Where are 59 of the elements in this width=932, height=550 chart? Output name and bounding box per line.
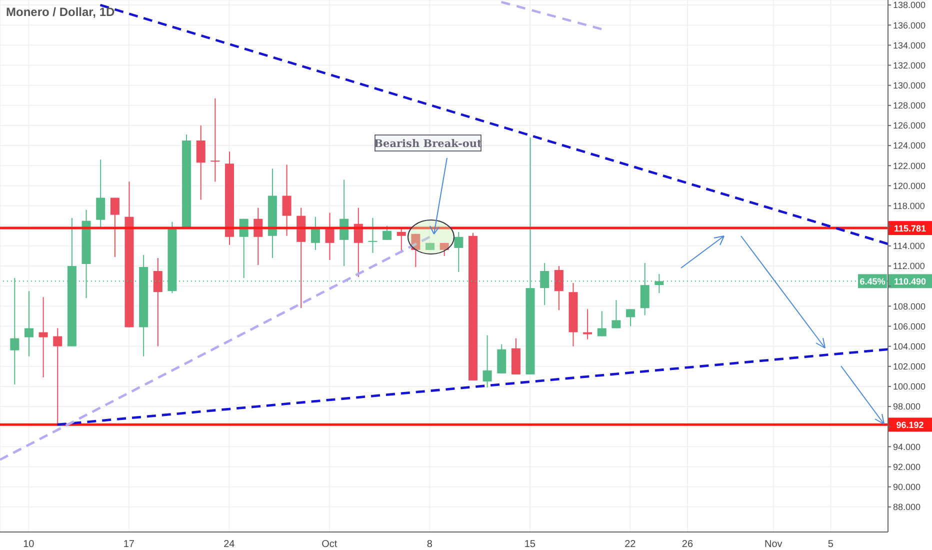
y-tick-label: 122.000 bbox=[893, 160, 926, 171]
candlestick bbox=[612, 300, 621, 329]
y-tick-label: 114.000 bbox=[893, 241, 925, 252]
y-tick-label: 112.000 bbox=[893, 261, 925, 272]
y-tick-label: 104.000 bbox=[893, 341, 926, 352]
y-tick-label: 92.000 bbox=[893, 462, 921, 472]
candlestick bbox=[310, 216, 320, 250]
y-tick-label: 94.000 bbox=[893, 442, 921, 452]
x-tick-label: 8 bbox=[426, 539, 433, 550]
candlestick bbox=[196, 124, 206, 200]
candlestick bbox=[368, 217, 378, 254]
y-tick-label: 124.000 bbox=[893, 140, 926, 151]
candlestick bbox=[96, 159, 106, 230]
x-tick-label: 22 bbox=[624, 539, 636, 550]
ref-line-label: 96.192 bbox=[896, 420, 924, 430]
x-tick-label: Oct bbox=[322, 539, 338, 550]
x-tick-label: 24 bbox=[224, 539, 236, 550]
y-tick-label: 132.000 bbox=[893, 60, 926, 70]
y-tick-label: 102.000 bbox=[893, 362, 926, 372]
candlestick bbox=[53, 328, 62, 426]
candlestick bbox=[440, 242, 449, 256]
candlestick bbox=[38, 296, 48, 378]
candlestick bbox=[554, 266, 564, 311]
ref-line-label: 115.781 bbox=[894, 224, 926, 234]
chart-title: Monero / Dollar, 1D bbox=[6, 5, 116, 19]
x-tick-label: 15 bbox=[524, 539, 536, 550]
x-tick-label: Nov bbox=[764, 539, 782, 550]
candlestick bbox=[482, 334, 492, 388]
y-tick-label: 108.000 bbox=[893, 301, 926, 312]
y-tick-label: 98.000 bbox=[893, 402, 921, 412]
candlestick bbox=[325, 212, 334, 260]
candlestick bbox=[110, 197, 120, 258]
y-tick-label: 136.000 bbox=[893, 20, 926, 30]
y-tick-label: 120.000 bbox=[893, 180, 926, 191]
y-tick-label: 130.000 bbox=[893, 80, 926, 91]
y-tick-label: 100.000 bbox=[893, 382, 926, 392]
y-tick-label: 90.000 bbox=[893, 482, 921, 492]
y-tick-label: 126.000 bbox=[893, 120, 926, 131]
y-tick-label: 138.000 bbox=[893, 0, 926, 10]
y-tick-label: 128.000 bbox=[893, 100, 926, 111]
x-tick-label: 10 bbox=[23, 539, 35, 550]
y-tick-label: 134.000 bbox=[893, 40, 926, 50]
candlestick bbox=[282, 164, 292, 236]
x-tick-label: 5 bbox=[828, 539, 834, 550]
candlestick bbox=[454, 231, 464, 273]
candlestick bbox=[597, 310, 606, 337]
candlestick bbox=[583, 308, 592, 340]
annotation: 6.45% bbox=[860, 276, 886, 287]
y-tick-label: 118.000 bbox=[893, 200, 925, 211]
x-tick-label: 26 bbox=[682, 539, 694, 550]
candlestick bbox=[382, 225, 392, 240]
candlestick bbox=[210, 98, 220, 182]
x-tick-label: 17 bbox=[123, 539, 135, 550]
candlestick bbox=[153, 257, 162, 347]
candlestick bbox=[24, 290, 34, 357]
y-tick-label: 88.000 bbox=[893, 502, 921, 512]
y-tick-label: 106.000 bbox=[893, 321, 926, 332]
candlestick bbox=[626, 308, 636, 327]
ref-line-label: 110.490 bbox=[894, 276, 926, 287]
